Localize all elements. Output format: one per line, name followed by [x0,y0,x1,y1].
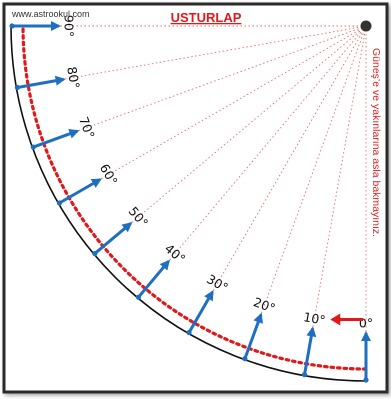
arrow-0 [361,331,371,383]
quadrant-arc [10,25,367,382]
arrow-60 [56,178,102,206]
ray-20 [244,25,367,360]
arrow-50 [92,222,133,257]
arrow-20 [242,312,263,362]
sun-pointer-arrow [330,313,363,326]
ray-80 [16,25,367,89]
angle-label-70: 70° [76,115,98,141]
arrow-10 [301,326,317,378]
ray-30 [188,25,367,334]
warning-text: Güneş’e ve yakınlarına asla bakmayınız. [370,48,382,237]
title: USTURLAP [171,10,242,25]
ray-70 [32,25,367,148]
angle-label-20: 20° [251,294,277,316]
frame [2,2,389,394]
site-url: www.astrookul.com [11,9,90,19]
tick-arrows [9,21,371,383]
arrow-40 [135,259,170,300]
angle-label-80: 80° [64,65,83,89]
angle-label-10: 10° [302,309,326,328]
arrow-90 [9,21,61,31]
dotted-arc [21,24,368,371]
angle-label-0: 0° [359,316,373,331]
arrow-70 [30,129,80,150]
sight-rays [11,25,367,381]
arrow-80 [14,75,66,91]
pivot-point [360,20,372,32]
angle-label-90: 90° [62,15,77,37]
arrow-30 [186,290,214,336]
